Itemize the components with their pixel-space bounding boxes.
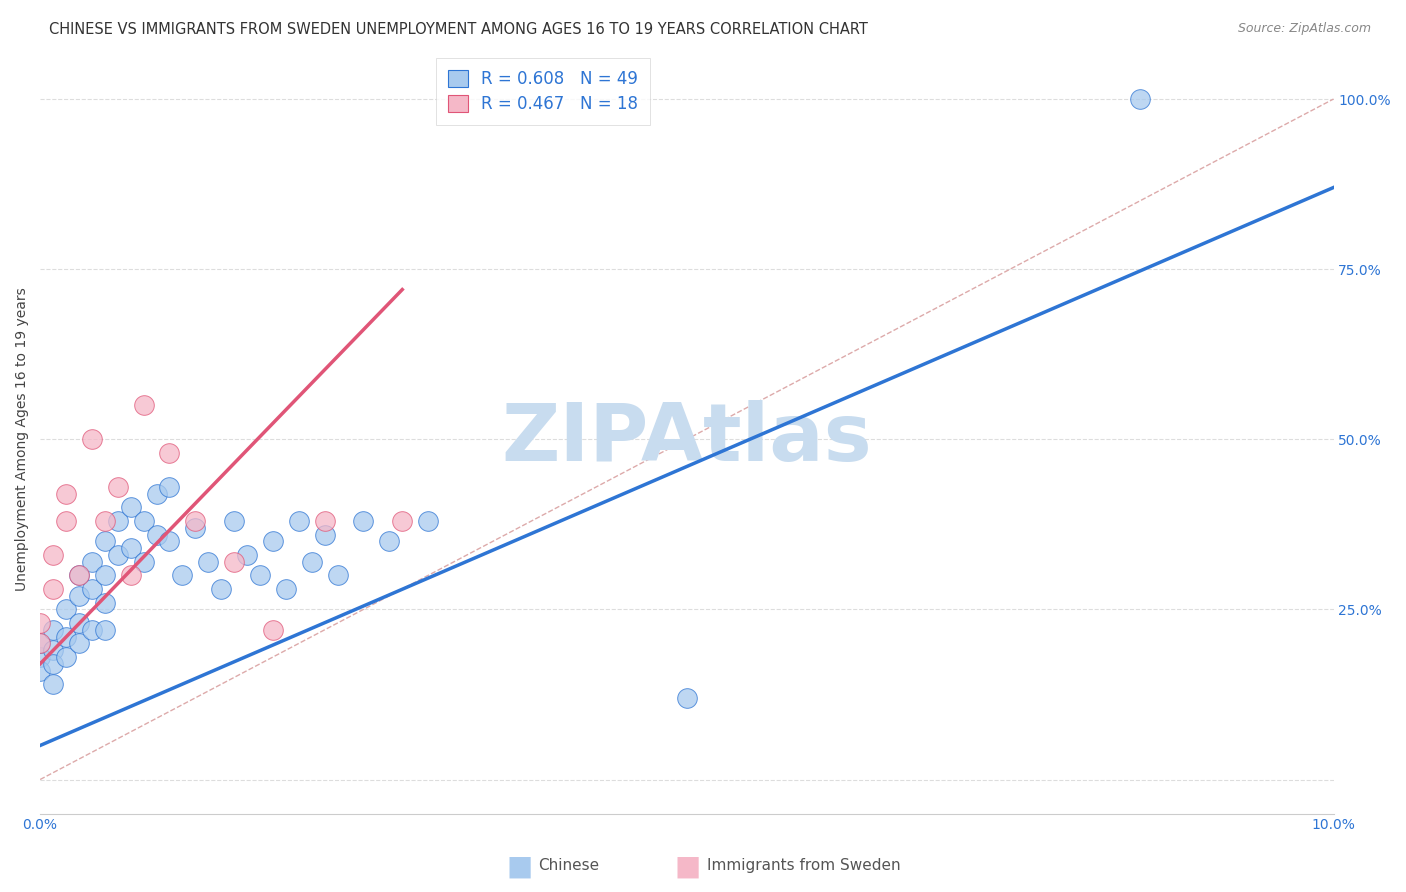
- Point: [94, 596, 117, 610]
- Point: [224, 514, 246, 528]
- Point: [159, 446, 181, 460]
- Point: [80, 432, 103, 446]
- Text: Source: ZipAtlas.com: Source: ZipAtlas.com: [1237, 22, 1371, 36]
- Point: [184, 521, 207, 535]
- Point: [80, 623, 103, 637]
- Point: [236, 548, 259, 562]
- Point: [378, 534, 401, 549]
- Point: [30, 650, 52, 665]
- Point: [42, 623, 65, 637]
- Point: [30, 636, 52, 650]
- Point: [107, 514, 129, 528]
- Point: [249, 568, 271, 582]
- Text: ■: ■: [506, 853, 533, 881]
- Point: [120, 500, 142, 515]
- Point: [145, 527, 167, 541]
- Point: [30, 636, 52, 650]
- Text: ■: ■: [675, 853, 702, 881]
- Point: [132, 555, 155, 569]
- Point: [262, 534, 284, 549]
- Point: [301, 555, 323, 569]
- Point: [145, 486, 167, 500]
- Point: [159, 534, 181, 549]
- Point: [159, 480, 181, 494]
- Point: [418, 514, 440, 528]
- Point: [172, 568, 194, 582]
- Point: [120, 568, 142, 582]
- Point: [107, 548, 129, 562]
- Point: [55, 602, 77, 616]
- Point: [80, 582, 103, 596]
- Point: [314, 514, 336, 528]
- Point: [209, 582, 232, 596]
- Point: [42, 548, 65, 562]
- Point: [107, 480, 129, 494]
- Point: [1128, 92, 1150, 106]
- Point: [353, 514, 375, 528]
- Point: [67, 568, 90, 582]
- Point: [42, 582, 65, 596]
- Point: [94, 514, 117, 528]
- Text: Chinese: Chinese: [538, 858, 599, 872]
- Point: [94, 534, 117, 549]
- Point: [391, 514, 413, 528]
- Point: [132, 514, 155, 528]
- Y-axis label: Unemployment Among Ages 16 to 19 years: Unemployment Among Ages 16 to 19 years: [15, 287, 30, 591]
- Legend: R = 0.608   N = 49, R = 0.467   N = 18: R = 0.608 N = 49, R = 0.467 N = 18: [436, 58, 650, 125]
- Point: [42, 657, 65, 671]
- Point: [55, 486, 77, 500]
- Point: [55, 650, 77, 665]
- Text: Immigrants from Sweden: Immigrants from Sweden: [707, 858, 901, 872]
- Point: [80, 555, 103, 569]
- Point: [314, 527, 336, 541]
- Point: [30, 615, 52, 630]
- Point: [67, 636, 90, 650]
- Point: [30, 664, 52, 678]
- Point: [55, 514, 77, 528]
- Point: [675, 690, 697, 705]
- Point: [67, 589, 90, 603]
- Point: [326, 568, 349, 582]
- Text: ZIPAtlas: ZIPAtlas: [502, 401, 872, 478]
- Point: [197, 555, 219, 569]
- Point: [120, 541, 142, 556]
- Point: [94, 568, 117, 582]
- Point: [67, 615, 90, 630]
- Point: [42, 643, 65, 657]
- Text: CHINESE VS IMMIGRANTS FROM SWEDEN UNEMPLOYMENT AMONG AGES 16 TO 19 YEARS CORRELA: CHINESE VS IMMIGRANTS FROM SWEDEN UNEMPL…: [49, 22, 868, 37]
- Point: [288, 514, 311, 528]
- Point: [274, 582, 297, 596]
- Point: [262, 623, 284, 637]
- Point: [224, 555, 246, 569]
- Point: [67, 568, 90, 582]
- Point: [184, 514, 207, 528]
- Point: [94, 623, 117, 637]
- Point: [132, 398, 155, 412]
- Point: [42, 677, 65, 691]
- Point: [55, 630, 77, 644]
